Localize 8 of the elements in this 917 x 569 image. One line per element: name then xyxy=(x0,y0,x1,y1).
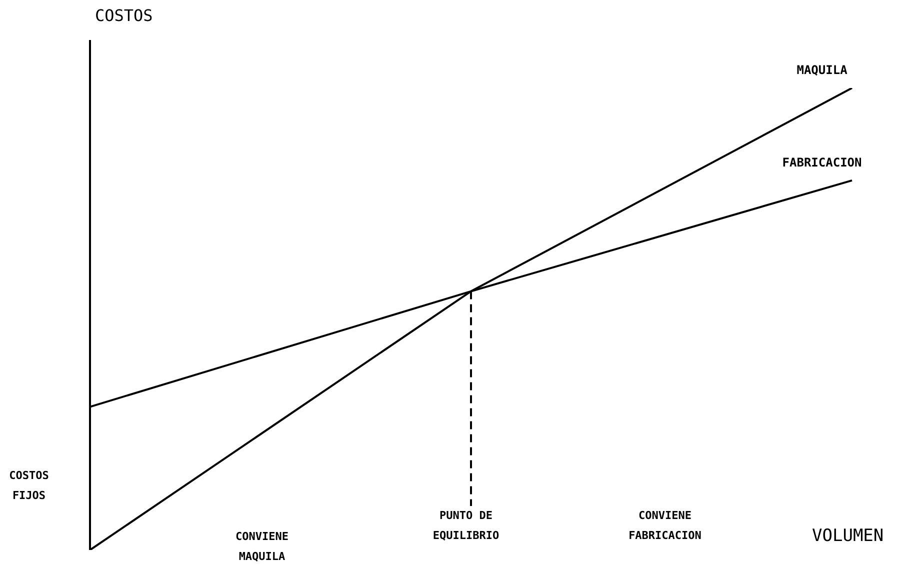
annotation: PUNTO DE EQUILIBRIO xyxy=(416,506,516,546)
series-label: MAQUILA xyxy=(796,63,848,77)
annotation: COSTOS FIJOS xyxy=(8,468,50,504)
annotation: CONVIENE MAQUILA xyxy=(234,529,290,565)
annotation: CONVIENE FABRICACION xyxy=(628,508,702,544)
y-axis-title: COSTOS xyxy=(95,6,153,26)
x-axis-title: VOLUMEN xyxy=(812,526,884,546)
series-label: FABRICACION xyxy=(782,155,862,170)
